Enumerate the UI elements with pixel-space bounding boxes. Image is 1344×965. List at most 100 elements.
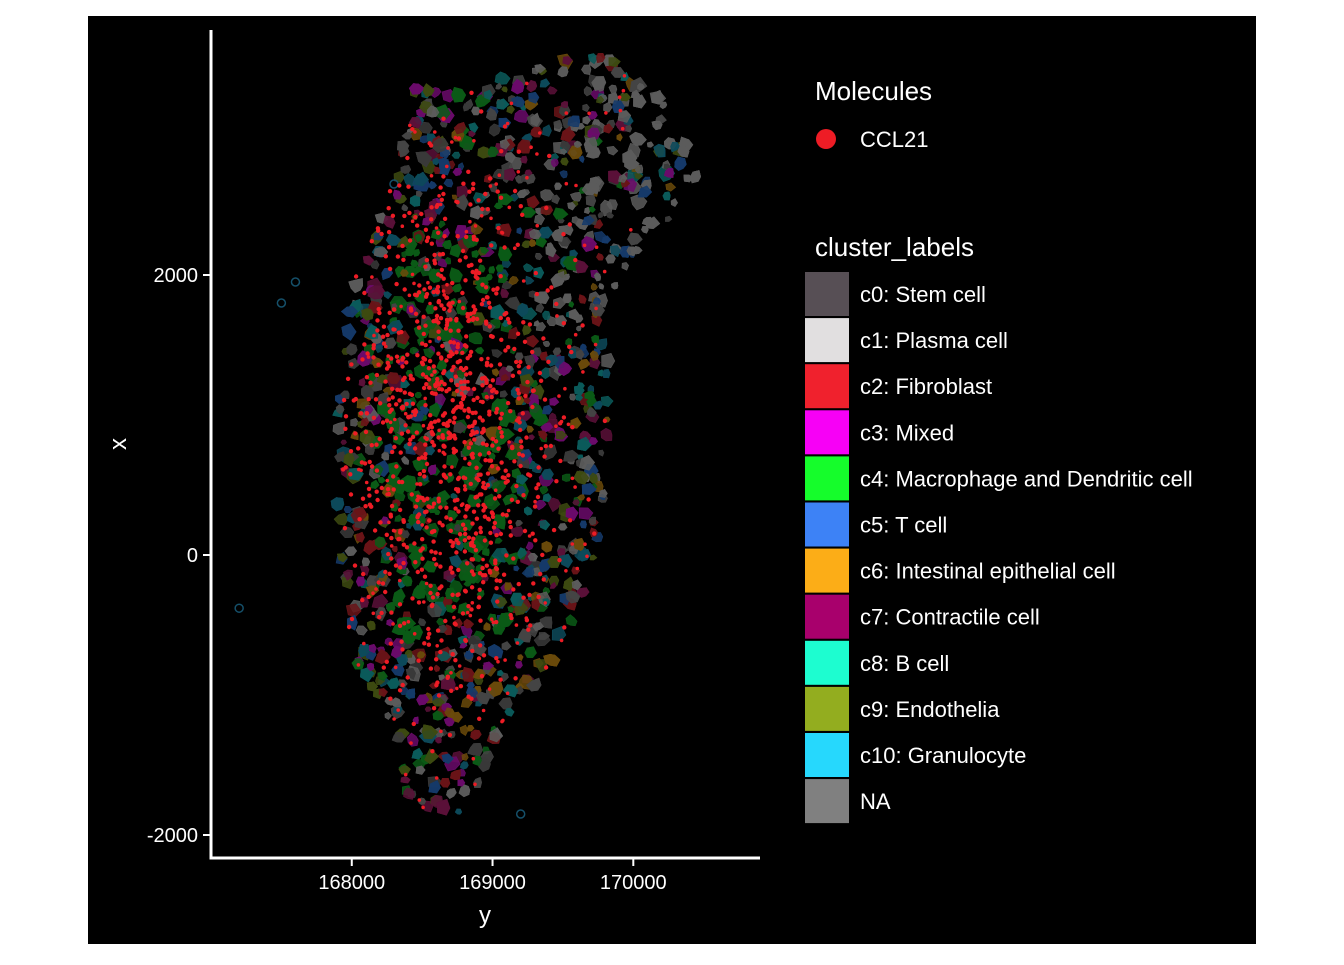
molecule-point [424, 238, 430, 244]
molecule-point [433, 391, 438, 396]
molecule-point [481, 484, 486, 490]
molecule-point [499, 430, 504, 435]
molecule-point [470, 648, 475, 653]
cell-polygon [500, 288, 510, 298]
cell-polygon [475, 281, 491, 295]
molecule-point [423, 227, 429, 232]
molecule-point [450, 280, 455, 286]
molecule-point [527, 592, 532, 598]
molecule-point [494, 656, 499, 661]
molecule-point [474, 516, 480, 521]
cell-polygon [514, 352, 524, 361]
molecule-point [409, 492, 414, 497]
molecule-point [415, 513, 421, 519]
cell-polygon [409, 346, 419, 355]
cell-polygon [453, 524, 461, 532]
cell-polygon [397, 140, 410, 154]
molecule-point [469, 569, 475, 574]
cell-polygon [426, 105, 440, 118]
molecule-point [404, 545, 410, 550]
cell-polygon [538, 632, 551, 640]
cell-polygon [480, 247, 490, 255]
cell-polygon [641, 226, 649, 234]
molecule-point [535, 223, 539, 228]
cell-polygon [583, 136, 598, 153]
molecule-point [594, 245, 599, 249]
molecule-point [419, 567, 425, 572]
molecule-point [366, 594, 371, 600]
molecule-point [424, 382, 429, 387]
cell-polygon [549, 582, 557, 589]
molecule-point [460, 611, 466, 616]
molecule-point [469, 557, 474, 562]
molecule-point [545, 288, 550, 293]
cell-polygon [629, 131, 647, 146]
molecule-point [433, 382, 438, 387]
molecule-point [573, 332, 578, 337]
cell-polygon [539, 351, 548, 361]
molecule-point [480, 206, 485, 212]
cell-polygon [499, 390, 508, 398]
cell-polygon [542, 493, 552, 503]
molecule-point [516, 396, 521, 401]
molecule-point [507, 205, 512, 210]
cell-polygon [459, 761, 469, 770]
cell-polygon [416, 694, 430, 706]
cell-polygon [348, 278, 364, 294]
molecule-point [388, 420, 393, 425]
cell-polygon [523, 506, 533, 516]
cell-polygon [478, 264, 486, 273]
legend-swatch-c10 [805, 733, 849, 777]
molecule-point [428, 301, 432, 306]
cell-polygon [335, 404, 345, 414]
molecule-point [497, 425, 502, 431]
molecule-point [494, 182, 499, 186]
molecule-point [453, 405, 459, 411]
molecule-point [436, 382, 441, 387]
cell-polygon [400, 165, 412, 174]
cell-polygon [543, 653, 561, 667]
molecule-point [436, 693, 442, 698]
cell-polygon [600, 395, 614, 408]
molecule-point [514, 483, 519, 489]
cell-polygon [578, 294, 587, 304]
cell-polygon [534, 252, 543, 261]
molecule-point [476, 472, 482, 477]
molecule-point [369, 464, 375, 469]
molecule-point [426, 280, 430, 285]
cell-polygon [507, 606, 515, 613]
molecule-point [353, 274, 359, 279]
molecule-point [404, 360, 409, 365]
molecule-point [617, 95, 622, 99]
molecule-point [487, 324, 492, 329]
molecule-point [434, 657, 439, 662]
molecule-point [530, 531, 535, 536]
cell-polygon [559, 170, 568, 179]
cell-polygon [552, 207, 569, 220]
cell-polygon [415, 234, 423, 243]
molecule-point [411, 409, 415, 414]
molecule-point [535, 494, 541, 500]
molecule-point [484, 563, 489, 568]
molecule-point [406, 184, 411, 189]
cell-polygon [361, 557, 371, 567]
cell-polygon [596, 253, 604, 261]
molecule-point [629, 228, 633, 232]
molecule-point [462, 379, 468, 384]
molecule-point [498, 677, 503, 682]
cell-polygon [428, 780, 441, 794]
cell-polygon [417, 651, 426, 659]
molecule-point [497, 494, 502, 499]
cell-polygon [579, 520, 587, 529]
molecule-point [561, 232, 566, 237]
molecule-point [483, 505, 488, 510]
molecule-point [430, 431, 435, 437]
molecule-point [412, 412, 417, 418]
cell-polygon [534, 64, 546, 74]
molecule-point [497, 173, 502, 177]
molecule-point [454, 537, 459, 543]
molecule-point [394, 281, 399, 287]
cell-polygon [381, 452, 390, 461]
cell-polygon [419, 135, 430, 144]
cell-polygon [563, 576, 575, 591]
